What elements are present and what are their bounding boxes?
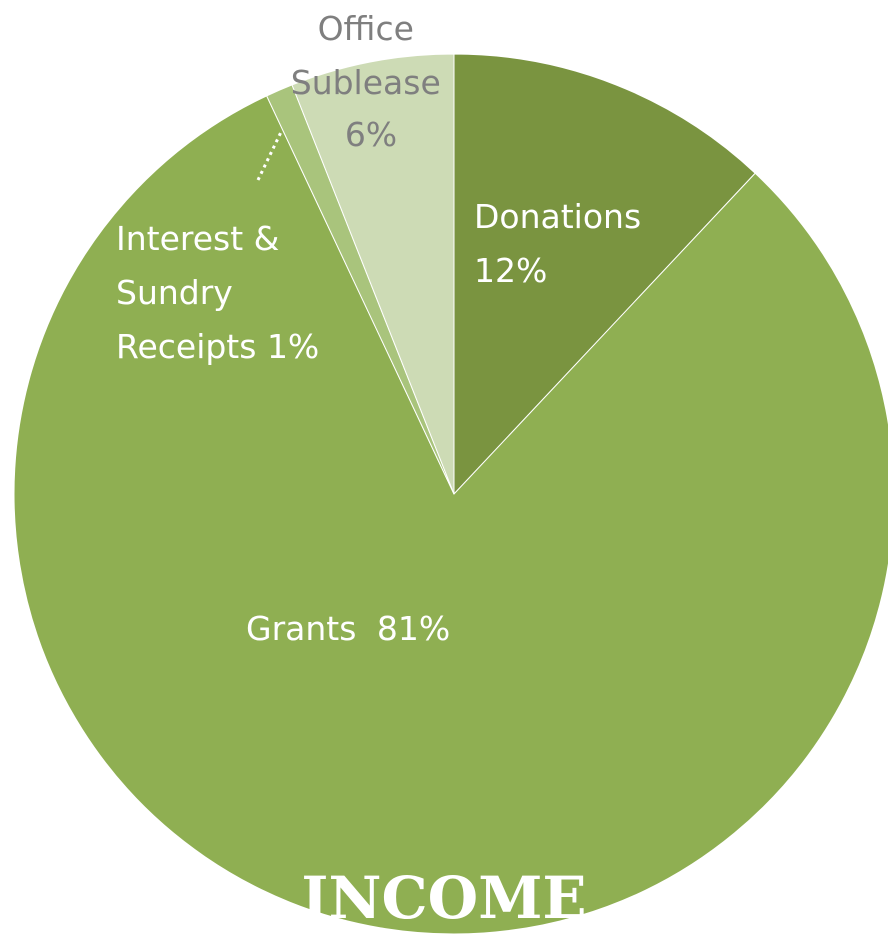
interest-leader-line <box>256 129 284 181</box>
office-sublease-label: Office Sublease 6% <box>291 9 452 154</box>
donations-name: Donations <box>474 197 641 236</box>
pie-slices <box>13 53 888 935</box>
office-sublease-percent: 6% <box>345 115 397 154</box>
pie-slice-grants <box>13 95 888 935</box>
chart-title: INCOME <box>301 864 586 932</box>
grants-label: Grants 81% <box>246 609 450 648</box>
pie-slice-donations <box>453 53 756 496</box>
interest-label: Interest & Sundry Receipts 1% <box>116 219 319 366</box>
grants-percent: 81% <box>377 609 450 648</box>
donations-label: Donations 12% <box>474 197 652 290</box>
grants-name: Grants <box>246 609 356 648</box>
donations-percent: 12% <box>474 251 547 290</box>
interest-percent: 1% <box>267 327 319 366</box>
pie-slice-office-sublease <box>291 53 455 495</box>
